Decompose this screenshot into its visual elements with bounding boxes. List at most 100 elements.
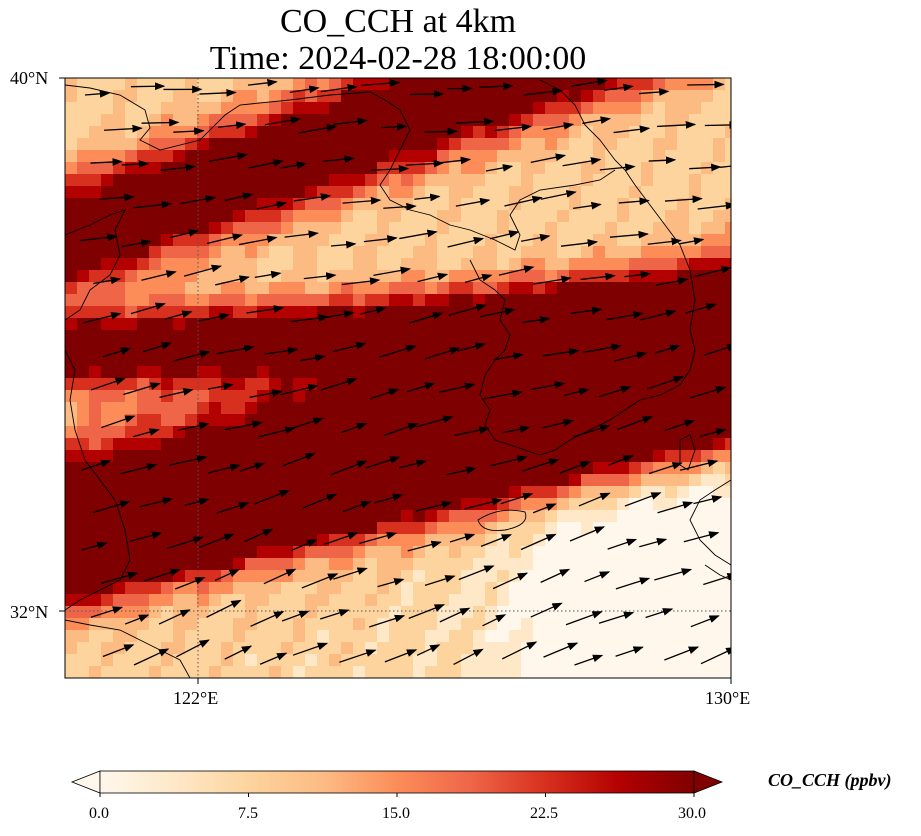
wind-arrow bbox=[90, 606, 124, 618]
wind-arrow bbox=[384, 649, 418, 663]
field-cell bbox=[473, 174, 486, 187]
field-cell bbox=[377, 558, 390, 571]
field-cell bbox=[605, 294, 618, 307]
field-cell bbox=[449, 114, 462, 127]
field-cell bbox=[101, 246, 114, 259]
field-cell bbox=[257, 246, 270, 259]
field-cell bbox=[413, 174, 426, 187]
field-cell bbox=[257, 186, 270, 199]
field-cell bbox=[65, 390, 78, 403]
field-cell bbox=[653, 174, 666, 187]
field-cell bbox=[485, 90, 498, 103]
field-cell bbox=[701, 210, 714, 223]
field-cell bbox=[257, 402, 270, 415]
field-cell bbox=[461, 510, 474, 523]
field-cell bbox=[137, 306, 150, 319]
field-cell bbox=[677, 354, 690, 367]
field-cell bbox=[701, 138, 714, 151]
field-cell bbox=[497, 90, 510, 103]
field-cell bbox=[245, 486, 258, 499]
field-cell bbox=[557, 234, 570, 247]
field-cell bbox=[245, 522, 258, 535]
field-cell bbox=[497, 438, 510, 451]
field-cell bbox=[413, 186, 426, 199]
field-cell bbox=[449, 198, 462, 211]
wind-arrow bbox=[368, 614, 406, 628]
field-cell bbox=[521, 414, 534, 427]
field-cell bbox=[149, 78, 162, 91]
field-cell bbox=[593, 210, 606, 223]
field-cell bbox=[233, 618, 246, 631]
field-cell bbox=[509, 330, 522, 343]
field-cell bbox=[353, 258, 366, 271]
field-cell bbox=[173, 642, 186, 655]
field-cell bbox=[101, 450, 114, 463]
field-cell bbox=[317, 630, 330, 643]
field-cell bbox=[713, 138, 726, 151]
wind-arrow bbox=[173, 350, 211, 362]
field-cell bbox=[557, 270, 570, 283]
field-cell bbox=[317, 438, 330, 451]
field-cell bbox=[581, 414, 594, 427]
field-cell bbox=[233, 78, 246, 91]
wind-arrow bbox=[690, 386, 727, 399]
wind-arrow bbox=[697, 201, 731, 210]
field-cell bbox=[677, 138, 690, 151]
field-cell bbox=[125, 234, 138, 247]
field-cell bbox=[185, 654, 198, 667]
field-cell bbox=[257, 342, 270, 355]
field-cell bbox=[461, 90, 474, 103]
field-cell bbox=[65, 618, 78, 631]
field-cell bbox=[725, 246, 731, 259]
field-cell bbox=[89, 522, 102, 535]
field-cell bbox=[437, 390, 450, 403]
field-cell bbox=[689, 90, 702, 103]
field-cell bbox=[173, 630, 186, 643]
field-cell bbox=[185, 426, 198, 439]
field-cell bbox=[413, 138, 426, 151]
field-cell bbox=[437, 78, 450, 91]
field-cell bbox=[581, 318, 594, 331]
field-cell bbox=[389, 474, 402, 487]
wind-arrow bbox=[159, 388, 194, 398]
field-cell bbox=[341, 186, 354, 199]
field-cell bbox=[209, 534, 222, 547]
field-cell bbox=[185, 294, 198, 307]
field-cell bbox=[725, 594, 731, 607]
field-cell bbox=[401, 570, 414, 583]
wind-arrow bbox=[322, 155, 355, 163]
field-cell bbox=[197, 222, 210, 235]
field-cell bbox=[161, 354, 174, 367]
field-cell bbox=[137, 630, 150, 643]
field-cell bbox=[161, 258, 174, 271]
field-cell bbox=[677, 78, 690, 91]
field-cell bbox=[365, 570, 378, 583]
field-cell bbox=[353, 354, 366, 367]
field-cell bbox=[437, 486, 450, 499]
field-cell bbox=[581, 354, 594, 367]
field-cell bbox=[437, 150, 450, 163]
field-cell bbox=[401, 474, 414, 487]
field-cell bbox=[485, 78, 498, 91]
wind-arrow bbox=[247, 78, 278, 87]
field-cell bbox=[305, 318, 318, 331]
field-cell bbox=[605, 210, 618, 223]
field-cell bbox=[461, 330, 474, 343]
field-cell bbox=[353, 270, 366, 283]
field-cell bbox=[557, 546, 570, 559]
field-cell bbox=[629, 270, 642, 283]
field-cell bbox=[125, 330, 138, 343]
field-cell bbox=[533, 114, 546, 127]
field-cell bbox=[617, 126, 630, 139]
field-cell bbox=[413, 498, 426, 511]
field-cell bbox=[65, 474, 78, 487]
wind-arrow bbox=[445, 466, 477, 476]
field-cell bbox=[569, 450, 582, 463]
field-cell bbox=[197, 618, 210, 631]
field-cell bbox=[725, 294, 731, 307]
field-cell bbox=[209, 618, 222, 631]
field-cell bbox=[485, 582, 498, 595]
wind-arrow bbox=[503, 425, 531, 434]
field-cell bbox=[137, 318, 150, 331]
field-cell bbox=[653, 198, 666, 211]
